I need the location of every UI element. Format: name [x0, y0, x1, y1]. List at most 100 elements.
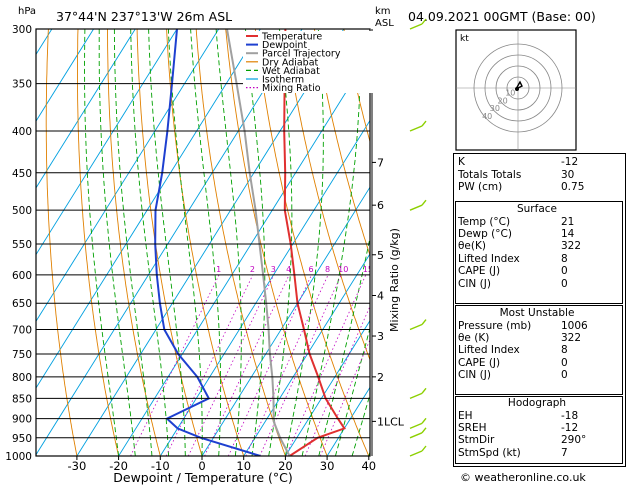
- x-tick-label: -20: [109, 459, 128, 473]
- mixing-ratio-label: 2: [250, 265, 255, 274]
- dry-adiabat-line: [195, 29, 286, 456]
- surface-row: CAPE (J) 0: [455, 265, 619, 277]
- mixing-ratio-label: 3: [271, 265, 276, 274]
- indices-box: [453, 153, 626, 467]
- wind-barb-shaft: [409, 432, 423, 439]
- surface-box: [455, 201, 623, 304]
- legend-entry: Mixing Ratio: [262, 83, 321, 94]
- surface-table: Surface Temp (°C) 21 Dewp (°C) 14 θe(K) 322…: [455, 203, 619, 290]
- hodograph-storm-marker: [515, 87, 519, 91]
- series-temperature-line: [283, 29, 346, 456]
- surface-value: 8: [561, 252, 568, 265]
- km-axis-label: km: [375, 6, 391, 17]
- isotherm-line: [36, 29, 303, 456]
- wet-adiabat-line: [268, 29, 293, 456]
- isotherm-line: [285, 319, 370, 456]
- hodo-label: StmSpd (kt): [458, 446, 521, 459]
- dry-adiabat-line: [166, 29, 245, 456]
- mu-row: CAPE (J) 0: [455, 357, 619, 369]
- mu-label: Pressure (mb): [458, 319, 532, 332]
- wind-barb-flag: [421, 417, 427, 424]
- series-dewpoint-line: [154, 29, 261, 456]
- wind-barb-shaft: [409, 450, 423, 457]
- most-unstable-table: Most Unstable Pressure (mb) 1006 θe (K) 32…: [455, 307, 619, 381]
- isotherm-line: [118, 52, 370, 456]
- wind-barb-shaft: [409, 23, 423, 30]
- isotherm-line: [243, 253, 370, 456]
- wet-adiabat-line: [113, 29, 153, 456]
- datetime-header: 04.09.2021 00GMT (Base: 00): [408, 9, 596, 24]
- wet-adiabat-line: [148, 29, 186, 456]
- isotherm-line: [0, 29, 10, 456]
- surface-row: Lifted Index 8: [455, 253, 619, 265]
- isotherm-line: [36, 29, 94, 122]
- plot-area: 1 2 3 4 6 8 10 15 20 25: [0, 29, 373, 456]
- pressure-tick-label: 750: [12, 349, 32, 361]
- surface-label: Temp (°C): [458, 215, 511, 228]
- wind-barb-shaft: [409, 204, 423, 211]
- mixing-ratio-label: 4: [286, 265, 291, 274]
- surface-label: CAPE (J): [458, 265, 501, 278]
- km-tick-label: 5: [377, 249, 384, 262]
- surface-value: 0: [561, 277, 568, 290]
- surface-row: CIN (J) 0: [455, 277, 619, 290]
- wind-barb: [409, 120, 427, 132]
- surface-label: CIN (J): [458, 277, 491, 290]
- surface-value: 21: [561, 215, 575, 228]
- isotherm-line: [201, 186, 370, 456]
- indices-table: K -12 Totals Totals 30 PW (cm) 0.75: [455, 156, 587, 193]
- pressure-tick-label: 1000: [5, 451, 32, 463]
- legend-entry: Dry Adiabat: [262, 57, 319, 68]
- mu-value: 322: [561, 331, 582, 344]
- pressure-tick-label: 500: [12, 205, 32, 217]
- surface-value: 322: [561, 240, 582, 253]
- index-label: K: [458, 156, 465, 169]
- legend-entry: Temperature: [261, 32, 322, 43]
- hodograph-ring-label: 30: [490, 104, 500, 113]
- wet-adiabat-line: [167, 29, 203, 456]
- pressure-tick-label: 950: [12, 433, 32, 445]
- wet-adiabat-line: [130, 29, 170, 456]
- mixing-ratio-label: 15: [363, 265, 373, 274]
- km-tick-label: 1LCL: [377, 415, 405, 428]
- index-label: PW (cm): [458, 180, 503, 193]
- hodograph-table-box: [455, 396, 623, 464]
- surface-label: θe(K): [458, 240, 486, 253]
- hodo-row: EH -18: [455, 409, 619, 422]
- dry-adiabat-line: [313, 29, 370, 257]
- wet-adiabat-line: [190, 29, 222, 456]
- surface-title: Surface: [516, 203, 557, 216]
- surface-row: Temp (°C) 21: [455, 215, 619, 228]
- isotherm-line: [36, 29, 136, 189]
- x-tick-label: 0: [198, 459, 205, 473]
- hodo-value: -12: [561, 421, 579, 434]
- dry-adiabat-line: [225, 29, 328, 456]
- pressure-tick-label: 350: [12, 79, 32, 91]
- index-row: Totals Totals 30: [455, 168, 587, 181]
- location-header: 37°44'N 237°13'W 26m ASL: [56, 9, 233, 24]
- mixing-ratio-label: 10: [338, 265, 348, 274]
- hodo-row: StmDir 290°: [455, 434, 619, 446]
- mixing-ratio-line: [130, 274, 220, 456]
- x-axis-label: Dewpoint / Temperature (°C): [113, 470, 292, 485]
- surface-row: Dewp (°C) 14: [455, 228, 619, 240]
- mu-row: CIN (J) 0: [455, 369, 619, 381]
- wind-barb-flag: [421, 120, 427, 127]
- wind-barb: [409, 387, 427, 400]
- mu-label: θe (K): [458, 331, 490, 344]
- hodo-label: StmDir: [458, 434, 495, 447]
- isotherm-line: [36, 29, 220, 323]
- mu-label: Lifted Index: [458, 344, 520, 357]
- x-tick-label: -30: [68, 459, 87, 473]
- most-unstable-title: Most Unstable: [499, 307, 575, 320]
- isotherm-line: [36, 29, 261, 389]
- pressure-tick-label: 850: [12, 393, 32, 405]
- wind-barb-flag: [421, 319, 427, 325]
- hodo-value: -18: [561, 409, 579, 422]
- hodo-row: StmSpd (kt) 7: [455, 447, 619, 459]
- mu-value: 8: [561, 344, 568, 357]
- x-tick-label: -10: [151, 459, 170, 473]
- hodograph-table: Hodograph EH -18 SREH -12 StmDir 290° StmSp…: [455, 397, 619, 459]
- wind-barb-flag: [421, 199, 427, 206]
- index-value: 0.75: [561, 180, 585, 193]
